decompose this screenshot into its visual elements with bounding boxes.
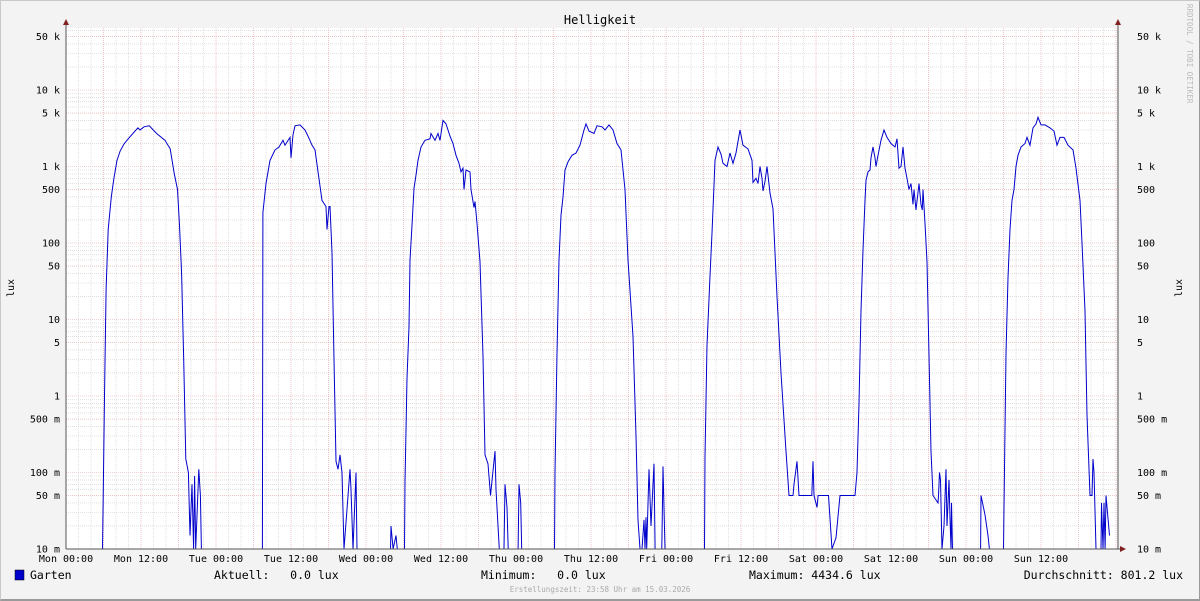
y-tick-label-right: 10: [1137, 315, 1149, 326]
legend-minimum: Minimum: 0.0 lux: [481, 568, 606, 582]
legend-average: Durchschnitt: 801.2 lux: [1024, 568, 1183, 582]
creation-time-footer: Erstellungszeit: 23:58 Uhr am 15.03.2026: [510, 585, 691, 594]
rrdtool-watermark: RRDTOOL / TOBI OETIKER: [1185, 4, 1194, 104]
y-tick-label-left: 50: [48, 262, 60, 273]
y-tick-label-right: 100 m: [1137, 468, 1167, 479]
y-tick-label-right: 5 k: [1137, 109, 1155, 120]
x-tick-label: Sun 12:00: [1014, 554, 1068, 565]
y-tick-label-left: 10: [48, 315, 60, 326]
y-tick-label-right: 500 m: [1137, 415, 1167, 426]
x-tick-label: Fri 12:00: [714, 554, 768, 565]
x-tick-label: Fri 00:00: [639, 554, 693, 565]
legend-color-swatch: [14, 569, 25, 581]
y-tick-label-left: 5 k: [42, 109, 60, 120]
y-tick-label-right: 10 k: [1137, 86, 1161, 97]
y-tick-label-left: 1: [54, 392, 60, 403]
y-tick-label-left: 10 m: [36, 545, 60, 556]
y-tick-label-left: 50 m: [36, 491, 60, 502]
y-tick-label-right: 50: [1137, 262, 1149, 273]
y-tick-label-left: 500 m: [30, 415, 60, 426]
y-tick-label-right: 1 k: [1137, 162, 1155, 173]
y-tick-label-left: 5: [54, 338, 60, 349]
x-tick-labels: Mon 00:00 Mon 12:00 Tue 00:00 Tue 12:00 Wed …: [39, 554, 1068, 565]
x-tick-label: Mon 12:00: [114, 554, 168, 565]
y-axis-arrow-right-icon: [1115, 19, 1121, 25]
y-tick-label-left: 100: [42, 239, 60, 250]
x-tick-label: Tue 12:00: [264, 554, 318, 565]
legend-series-name: Garten: [30, 568, 72, 582]
x-tick-label: Wed 00:00: [339, 554, 393, 565]
plot-area: [66, 28, 1117, 549]
x-tick-label: Thu 12:00: [564, 554, 618, 565]
y-axis-label-right: lux: [1174, 279, 1185, 297]
y-tick-label-left: 1 k: [42, 162, 60, 173]
chart-title: Helligkeit: [564, 13, 636, 27]
y-tick-label-right: 10 m: [1137, 545, 1161, 556]
y-tick-label-right: 5: [1137, 338, 1143, 349]
y-tick-label-left: 500: [42, 185, 60, 196]
x-axis-arrow-icon: [1120, 546, 1126, 552]
x-tick-label: Sat 12:00: [864, 554, 918, 565]
legend-maximum: Maximum: 4434.6 lux: [749, 568, 881, 582]
x-tick-label: Mon 00:00: [39, 554, 93, 565]
y-tick-labels: 10 m 10 m 50 m 50 m 100 m 100 m 500 m 500 m 1 1 5 5…: [30, 32, 1167, 555]
y-tick-label-right: 50 m: [1137, 491, 1161, 502]
y-tick-label-right: 50 k: [1137, 32, 1161, 43]
y-tick-label-right: 100: [1137, 239, 1155, 250]
legend-current: Aktuell: 0.0 lux: [214, 568, 339, 582]
y-tick-label-right: 1: [1137, 392, 1143, 403]
y-axis-arrow-icon: [63, 19, 69, 25]
y-tick-label-right: 500: [1137, 185, 1155, 196]
y-tick-label-left: 100 m: [30, 468, 60, 479]
y-tick-label-left: 10 k: [36, 86, 60, 97]
x-tick-label: Wed 12:00: [414, 554, 468, 565]
x-tick-label: Thu 00:00: [489, 554, 543, 565]
x-tick-label: Sat 00:00: [789, 554, 843, 565]
x-tick-label: Sun 00:00: [939, 554, 993, 565]
axes: [63, 19, 1126, 552]
y-tick-label-left: 50 k: [36, 32, 60, 43]
y-axis-label-left: lux: [6, 279, 17, 297]
x-tick-label: Tue 00:00: [189, 554, 243, 565]
